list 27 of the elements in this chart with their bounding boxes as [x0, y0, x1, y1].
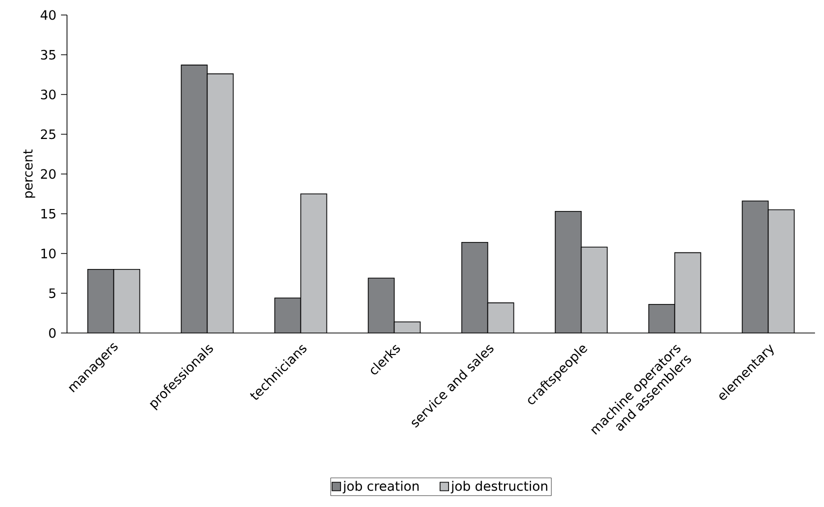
y-tick-label: 15: [41, 208, 56, 219]
bar: [674, 252, 701, 333]
bar: [581, 247, 608, 333]
bar: [181, 65, 208, 333]
y-axis-title: percent: [23, 149, 36, 198]
bar: [207, 74, 234, 333]
y-tick-label: 0: [49, 328, 56, 338]
legend-label: job destruction: [450, 480, 548, 494]
bar: [368, 278, 394, 333]
y-tick-label: 30: [40, 90, 56, 100]
y-tick-label: 25: [40, 129, 56, 140]
y-tick-label: 10: [41, 248, 56, 258]
y-tick-label: 5: [49, 288, 56, 298]
bar: [114, 269, 140, 333]
bar: [462, 242, 488, 333]
bar: [88, 269, 114, 333]
bar: [274, 298, 301, 333]
bar: [488, 302, 514, 333]
bar: [742, 200, 769, 333]
bar: [768, 209, 795, 333]
bar: [300, 194, 327, 333]
bar: [555, 211, 582, 333]
bar: [648, 304, 675, 333]
y-tick-label: 20: [40, 169, 56, 179]
y-tick-label: 35: [40, 50, 56, 60]
y-tick-label: 40: [40, 10, 56, 20]
legend-label: job creation: [342, 480, 419, 494]
